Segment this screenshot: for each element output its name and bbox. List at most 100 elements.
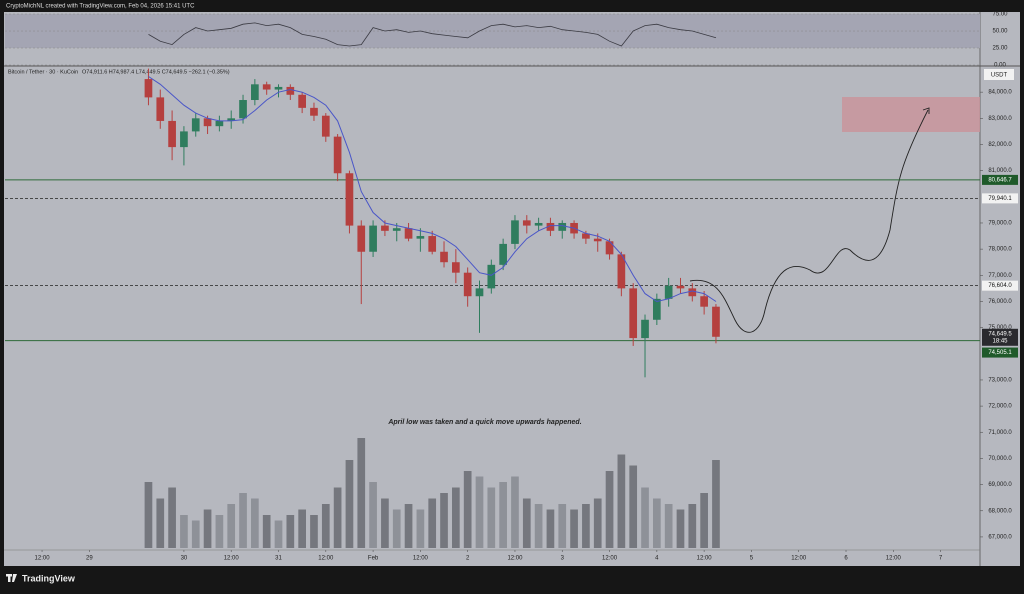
volume-bar [404, 504, 413, 548]
candle-body [582, 233, 590, 239]
candle-body [321, 115, 330, 137]
volume-bar [712, 460, 720, 548]
x-tick-label: 12:00 [224, 556, 240, 562]
candle-body [463, 272, 472, 297]
volume-bar [416, 509, 425, 548]
x-tick-label: 7 [939, 556, 943, 562]
candle-body [558, 222, 567, 231]
candle-body [381, 225, 389, 231]
volume-bar [369, 482, 377, 548]
candle-body [475, 288, 484, 297]
volume-bar [652, 498, 661, 548]
x-tick-label: 3 [561, 556, 565, 562]
price-tag-label: 79,940.1 [988, 196, 1012, 202]
volume-bar [239, 493, 247, 548]
candle-body [345, 173, 354, 226]
candle-body [333, 136, 342, 174]
price-tag [982, 174, 1018, 185]
candle-body [251, 84, 259, 101]
last-price-tag [982, 328, 1018, 346]
volume-bar [582, 504, 590, 548]
candle-body [227, 118, 236, 121]
volume-bar [357, 438, 366, 548]
candle-body [392, 228, 401, 231]
x-tick-label: 12:00 [318, 556, 334, 562]
candle-body [404, 228, 413, 239]
price-tag [982, 280, 1018, 291]
candle-body [688, 288, 697, 297]
volume-bar [144, 482, 153, 548]
y-tick-label: 73,000.0 [988, 378, 1012, 384]
currency-box [984, 69, 1014, 80]
x-tick-label: Feb [368, 556, 379, 562]
candle-body [712, 306, 720, 337]
rsi-tick-label: 0.00 [994, 63, 1006, 69]
x-tick-label: 4 [655, 556, 659, 562]
candle-body [298, 94, 306, 108]
credit: CryptoMichNL created with TradingView.co… [6, 4, 195, 10]
y-tick-label: 76,000.0 [988, 299, 1012, 305]
y-tick-label: 70,000.0 [988, 456, 1012, 462]
x-tick-label: 12:00 [697, 556, 713, 562]
volume-bar [392, 509, 401, 548]
currency: USDT [991, 73, 1008, 79]
candle-body [369, 225, 377, 252]
x-tick-label: 5 [750, 556, 754, 562]
price-tag-label: 74,505.1 [988, 350, 1012, 356]
volume-bar [617, 454, 626, 548]
volume-bar [440, 493, 448, 548]
symbol-title: Bitcoin / Tether · 30 · KuCoin [8, 69, 78, 75]
price-tag [982, 193, 1018, 204]
candle-body [357, 225, 366, 252]
rsi-tick-label: 25.00 [992, 46, 1008, 52]
y-tick-label: 84,000.0 [988, 90, 1012, 96]
candle-body [546, 222, 555, 231]
candle-body [534, 222, 543, 226]
volume-bar [475, 476, 484, 548]
price-tag-label: 80,646.7 [988, 177, 1012, 183]
volume-bar [593, 498, 602, 548]
annotation: April low was taken and a quick move upw… [387, 419, 581, 426]
x-tick-label: 12:00 [413, 556, 429, 562]
volume-bar [605, 471, 614, 548]
x-tick-label: 12:00 [791, 556, 807, 562]
y-tick-label: 82,000.0 [988, 142, 1012, 148]
volume-bar [664, 504, 673, 548]
volume-bar [274, 520, 283, 548]
candle-body [522, 220, 531, 226]
volume-bar [570, 509, 578, 548]
volume-bar [180, 515, 188, 548]
y-tick-label: 78,000.0 [988, 247, 1012, 253]
volume-bar [499, 482, 507, 548]
candle-body [440, 251, 448, 263]
candle-body [156, 97, 165, 121]
candle-body [487, 264, 496, 289]
volume-bar [298, 509, 306, 548]
target-zone [842, 97, 980, 132]
candle-body [652, 298, 661, 320]
candle-body [416, 236, 425, 239]
x-tick-label: 12:00 [602, 556, 618, 562]
volume-bar [345, 460, 354, 548]
volume-bar [546, 509, 555, 548]
candle-body [499, 243, 507, 265]
volume-bar [321, 504, 330, 548]
candle-body [428, 236, 437, 252]
y-tick-label: 79,000.0 [988, 221, 1012, 227]
volume-bar [251, 498, 259, 548]
x-tick-label: 29 [86, 556, 93, 562]
x-tick-label: 12:00 [507, 556, 523, 562]
x-tick-label: 12:00 [35, 556, 51, 562]
rsi-line [148, 22, 717, 47]
volume-bar [558, 504, 567, 548]
volume-bar [676, 509, 685, 548]
candle-body [144, 79, 153, 98]
y-tick-label: 67,000.0 [988, 534, 1012, 540]
volume-bar [534, 504, 543, 548]
candle-body [262, 84, 271, 90]
candle-body [191, 118, 200, 132]
price-tag [982, 347, 1018, 358]
candle-body [700, 296, 708, 307]
volume-bar [428, 498, 437, 548]
